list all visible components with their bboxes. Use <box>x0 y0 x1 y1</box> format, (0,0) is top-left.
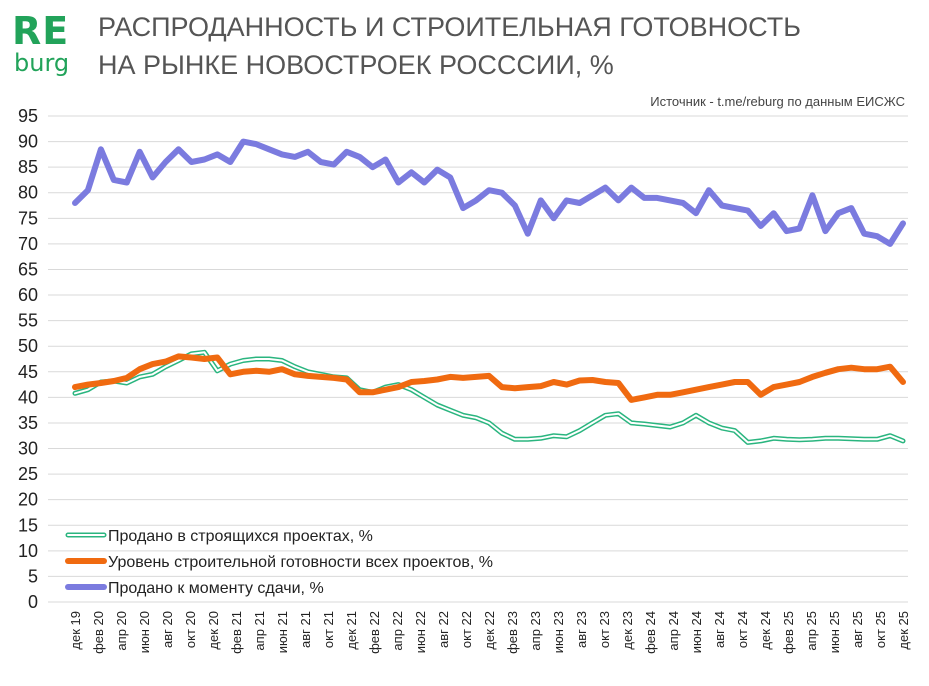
x-tick-label: июн 21 <box>275 611 290 653</box>
y-tick-label-20: 20 <box>18 490 38 510</box>
y-tick-label-90: 90 <box>18 132 38 152</box>
series-line-sold-at-completion <box>72 138 906 247</box>
legend-label: Продано к моменту сдачи, % <box>108 580 324 597</box>
x-tick-label: окт 20 <box>183 611 198 648</box>
y-tick-label-70: 70 <box>18 234 38 254</box>
x-tick-label: фев 24 <box>643 611 658 654</box>
logo-text-burg: burg <box>14 49 70 77</box>
x-tick-label: авг 24 <box>712 611 727 648</box>
y-tick-label-75: 75 <box>18 208 38 228</box>
x-tick-label: апр 25 <box>804 611 819 651</box>
y-tick-label-85: 85 <box>18 157 38 177</box>
x-tick-label: фев 23 <box>505 611 520 654</box>
y-tick-label-80: 80 <box>18 183 38 203</box>
x-tick-label: авг 25 <box>850 611 865 648</box>
x-tick-label: апр 22 <box>390 611 405 651</box>
y-tick-label-10: 10 <box>18 541 38 561</box>
x-tick-label: апр 21 <box>252 611 267 651</box>
y-tick-label-40: 40 <box>18 387 38 407</box>
x-tick-label: дек 23 <box>620 611 635 650</box>
logo-text-re: RE <box>12 9 70 53</box>
series-line-sold-in-construction-inner <box>74 351 904 444</box>
x-tick-label: июн 24 <box>689 611 704 653</box>
x-tick-label: июн 20 <box>137 611 152 653</box>
y-tick-label-15: 15 <box>18 515 38 535</box>
x-tick-label: дек 19 <box>68 611 83 650</box>
legend-label: Продано в строящихся проектах, % <box>108 528 373 545</box>
y-tick-label-65: 65 <box>18 259 38 279</box>
x-tick-label: фев 20 <box>91 611 106 654</box>
x-tick-label: окт 23 <box>597 611 612 648</box>
x-tick-label: окт 25 <box>873 611 888 648</box>
legend-label: Уровень строительной готовности всех про… <box>108 554 493 571</box>
chart-title: РАСПРОДАННОСТЬ И СТРОИТЕЛЬНАЯ ГОТОВНОСТЬ… <box>98 8 898 84</box>
chart-title-line-1: РАСПРОДАННОСТЬ И СТРОИТЕЛЬНАЯ ГОТОВНОСТЬ <box>98 12 801 42</box>
y-tick-label-95: 95 <box>18 106 38 126</box>
x-tick-label: июн 25 <box>827 611 842 653</box>
x-tick-label: окт 24 <box>735 611 750 648</box>
y-tick-label-0: 0 <box>28 592 38 612</box>
y-tick-label-25: 25 <box>18 464 38 484</box>
series-line-construction-readiness <box>72 353 906 403</box>
x-tick-label: авг 22 <box>436 611 451 648</box>
y-tick-label-35: 35 <box>18 413 38 433</box>
x-tick-label: апр 23 <box>528 611 543 651</box>
source-note: Источник - t.me/reburg по данным ЕИСЖС <box>650 94 905 109</box>
y-tick-label-50: 50 <box>18 336 38 356</box>
x-tick-label: окт 21 <box>321 611 336 648</box>
y-tick-label-60: 60 <box>18 285 38 305</box>
x-tick-label: апр 20 <box>114 611 129 651</box>
x-tick-label: окт 22 <box>459 611 474 648</box>
x-tick-label: фев 22 <box>367 611 382 654</box>
x-tick-label: дек 25 <box>896 611 911 650</box>
x-tick-label: дек 24 <box>758 611 773 650</box>
x-tick-label: дек 22 <box>482 611 497 650</box>
x-tick-label: авг 20 <box>160 611 175 648</box>
x-tick-label: фев 25 <box>781 611 796 654</box>
y-tick-label-45: 45 <box>18 362 38 382</box>
x-tick-label: июн 22 <box>413 611 428 653</box>
x-tick-label: авг 23 <box>574 611 589 648</box>
x-tick-label: июн 23 <box>551 611 566 653</box>
y-tick-label-30: 30 <box>18 439 38 459</box>
y-tick-label-5: 5 <box>28 566 38 586</box>
x-tick-label: фев 21 <box>229 611 244 654</box>
x-tick-label: дек 21 <box>344 611 359 650</box>
x-tick-label: авг 21 <box>298 611 313 648</box>
chart-title-line-2: НА РЫНКЕ НОВОСТРОЕК РОСССИИ, % <box>98 50 614 80</box>
x-tick-label: дек 20 <box>206 611 221 650</box>
y-tick-label-55: 55 <box>18 311 38 331</box>
x-tick-label: апр 24 <box>666 611 681 651</box>
